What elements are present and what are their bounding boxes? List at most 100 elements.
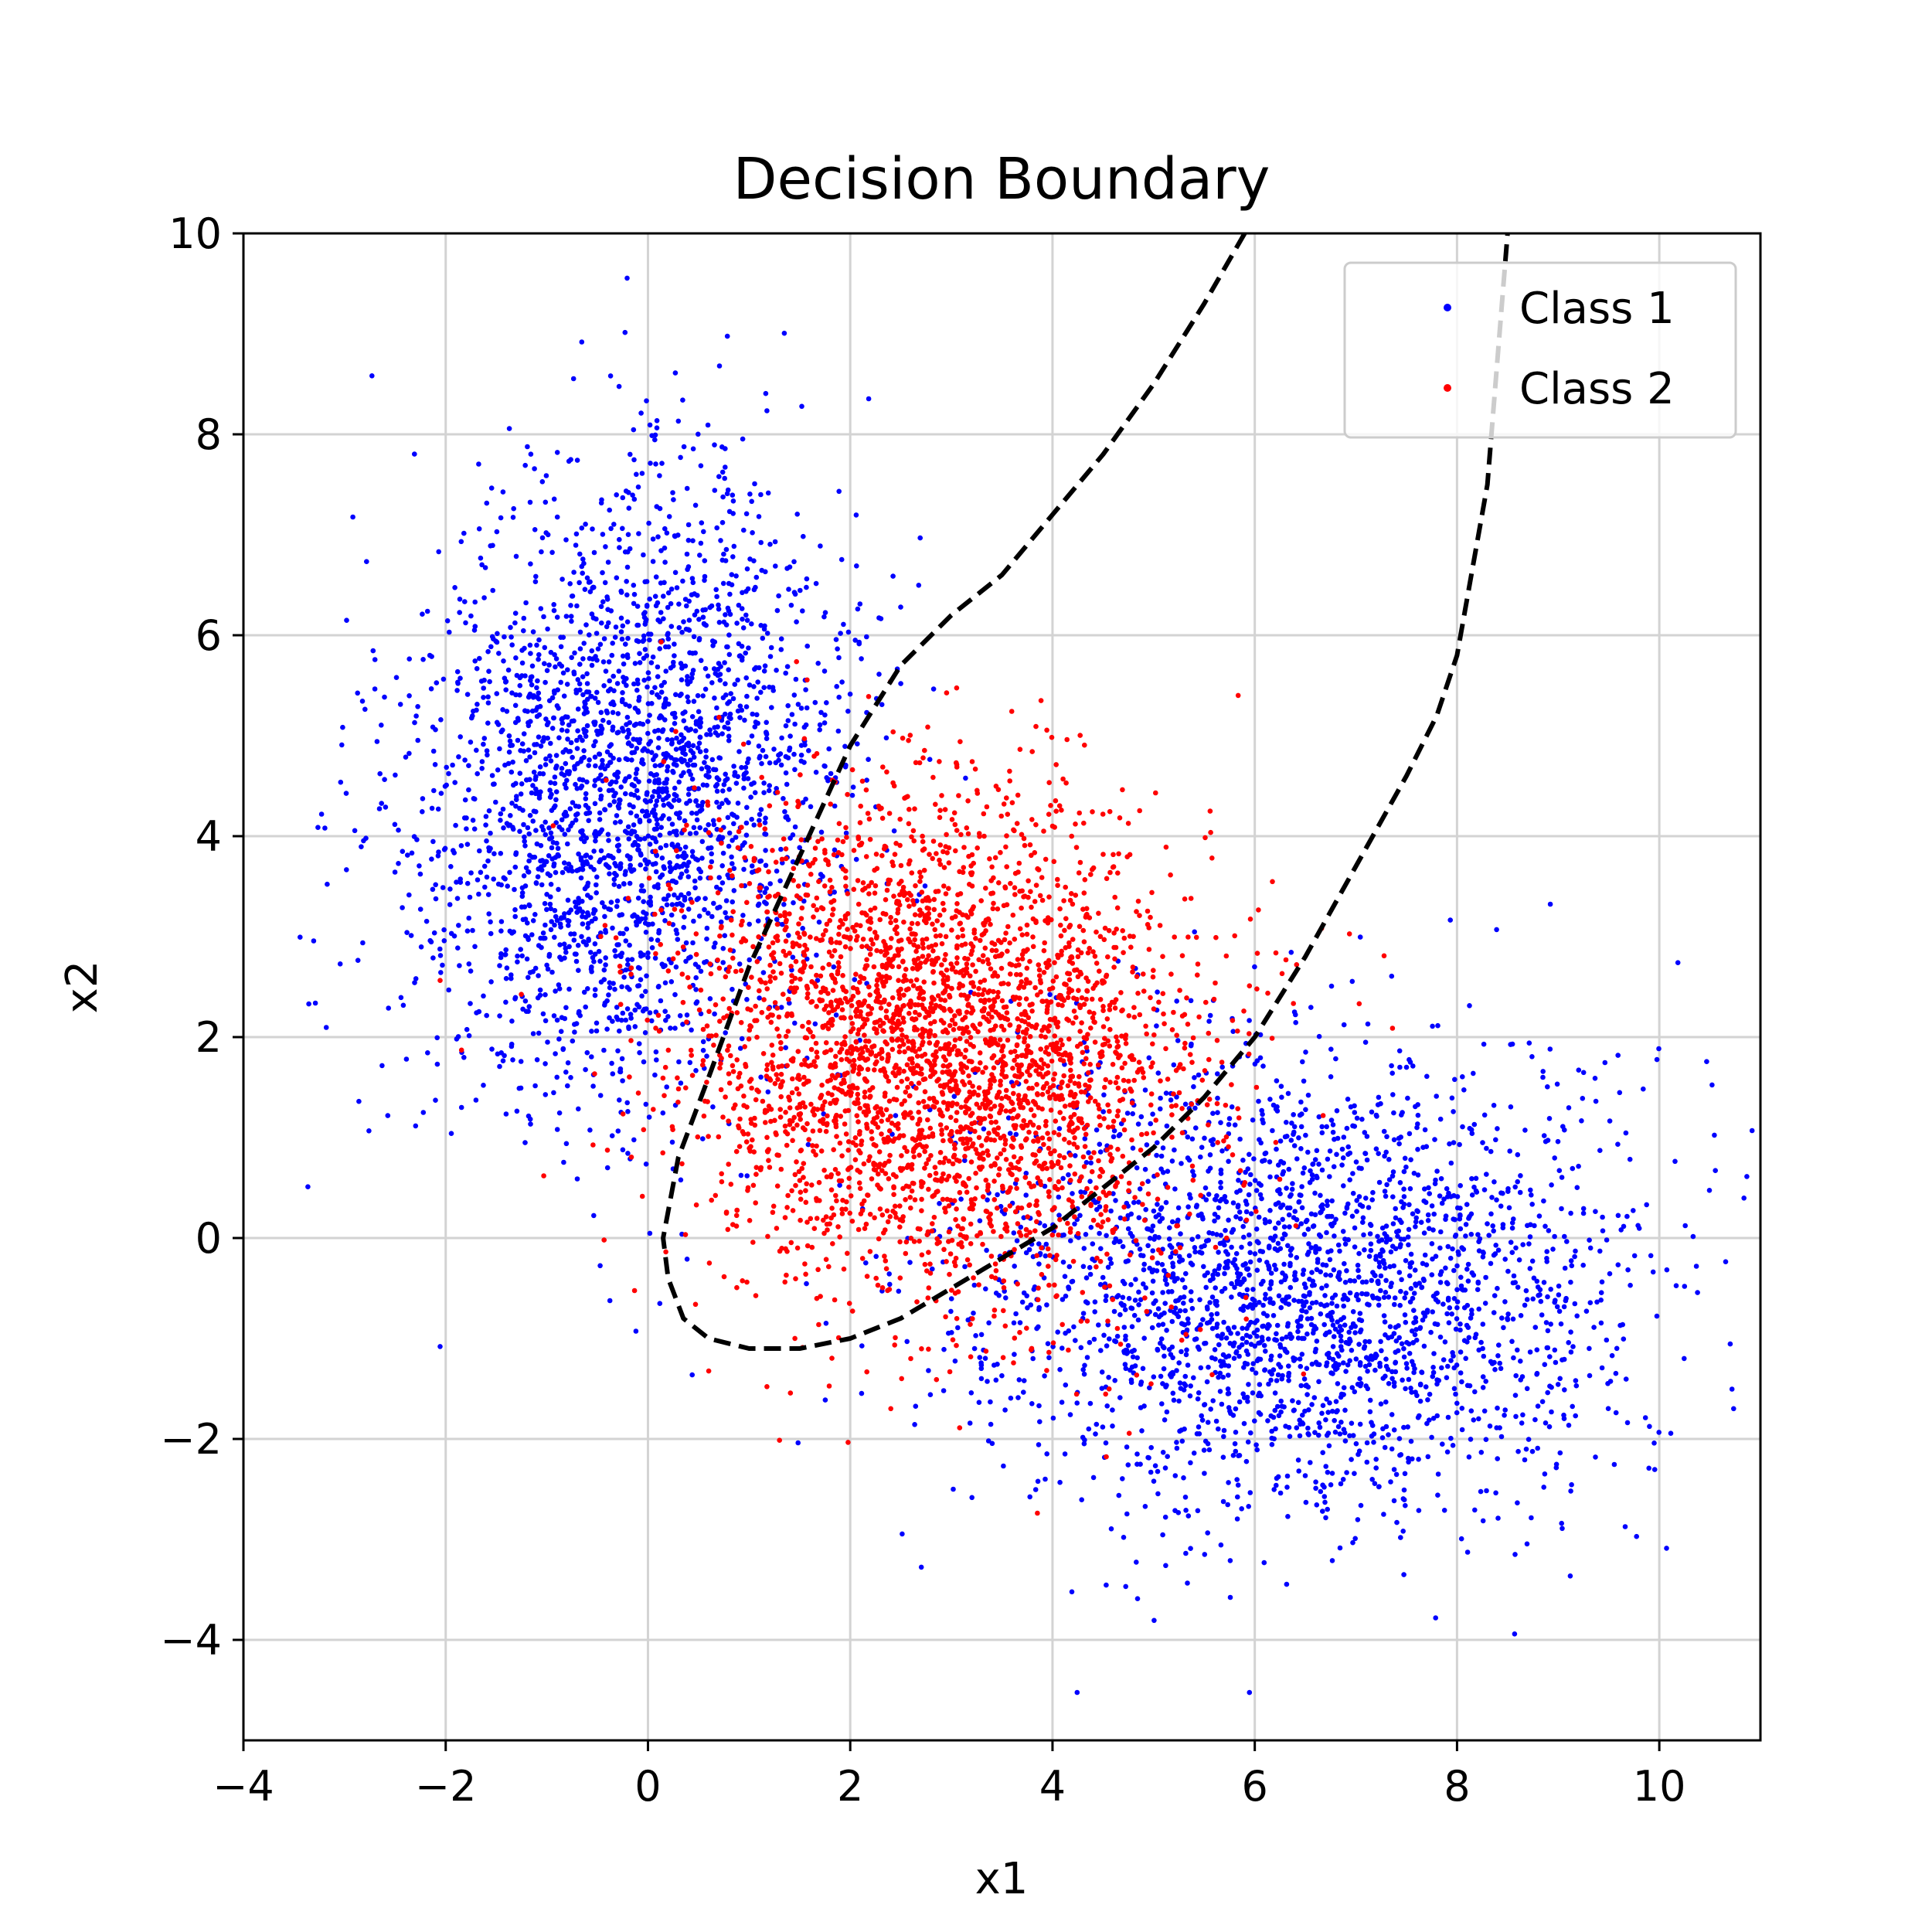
scatter-point-class-1 bbox=[1123, 1333, 1128, 1339]
scatter-point-class-1 bbox=[741, 527, 747, 533]
scatter-point-class-1 bbox=[545, 626, 550, 632]
scatter-point-class-1 bbox=[1363, 1355, 1369, 1360]
scatter-point-class-1 bbox=[1378, 1338, 1383, 1345]
scatter-point-class-1 bbox=[985, 1197, 990, 1202]
scatter-point-class-1 bbox=[495, 881, 502, 887]
scatter-point-class-1 bbox=[538, 935, 543, 941]
scatter-point-class-1 bbox=[982, 1355, 988, 1361]
scatter-point-class-1 bbox=[412, 451, 417, 457]
scatter-point-class-1 bbox=[672, 757, 678, 763]
scatter-point-class-1 bbox=[747, 957, 752, 963]
scatter-point-class-1 bbox=[628, 1012, 634, 1017]
scatter-point-class-1 bbox=[663, 1018, 668, 1023]
scatter-point-class-1 bbox=[800, 608, 805, 614]
scatter-point-class-1 bbox=[415, 737, 420, 743]
scatter-point-class-1 bbox=[764, 901, 769, 906]
scatter-point-class-1 bbox=[614, 730, 621, 736]
scatter-point-class-1 bbox=[1468, 1437, 1474, 1442]
scatter-point-class-1 bbox=[1328, 1117, 1335, 1123]
scatter-point-class-1 bbox=[1543, 1420, 1549, 1426]
scatter-point-class-1 bbox=[1483, 1437, 1489, 1442]
scatter-point-class-1 bbox=[607, 1298, 613, 1304]
scatter-point-class-1 bbox=[904, 1338, 910, 1345]
scatter-point-class-1 bbox=[527, 642, 533, 648]
scatter-point-class-1 bbox=[1209, 1230, 1216, 1236]
scatter-point-class-1 bbox=[662, 717, 668, 723]
scatter-point-class-1 bbox=[513, 852, 519, 857]
scatter-point-class-1 bbox=[657, 1301, 663, 1306]
scatter-point-class-1 bbox=[1378, 1253, 1383, 1259]
scatter-point-class-1 bbox=[1452, 1077, 1458, 1083]
scatter-point-class-1 bbox=[758, 807, 764, 812]
scatter-point-class-1 bbox=[1230, 1453, 1236, 1458]
scatter-point-class-1 bbox=[1141, 1335, 1147, 1341]
scatter-point-class-1 bbox=[1220, 1352, 1226, 1358]
scatter-point-class-1 bbox=[985, 1379, 990, 1384]
scatter-point-class-1 bbox=[798, 758, 804, 764]
scatter-point-class-1 bbox=[651, 807, 657, 813]
scatter-point-class-1 bbox=[571, 669, 577, 675]
scatter-point-class-1 bbox=[689, 714, 696, 719]
scatter-point-class-1 bbox=[1145, 1179, 1151, 1184]
scatter-point-class-1 bbox=[967, 1420, 973, 1426]
scatter-point-class-1 bbox=[596, 948, 602, 954]
scatter-point-class-1 bbox=[1481, 1408, 1488, 1414]
scatter-point-class-1 bbox=[521, 873, 527, 879]
scatter-point-class-1 bbox=[753, 574, 760, 580]
scatter-point-class-1 bbox=[647, 1010, 653, 1015]
scatter-point-class-1 bbox=[464, 842, 471, 847]
scatter-point-class-1 bbox=[1682, 1284, 1688, 1289]
scatter-point-class-1 bbox=[709, 859, 715, 865]
scatter-point-class-1 bbox=[1237, 1216, 1243, 1222]
scatter-point-class-1 bbox=[1509, 1041, 1515, 1047]
scatter-point-class-1 bbox=[863, 1260, 869, 1266]
scatter-point-class-1 bbox=[606, 620, 611, 626]
scatter-point-class-1 bbox=[1257, 1137, 1262, 1142]
scatter-point-class-1 bbox=[612, 947, 617, 954]
scatter-point-class-1 bbox=[624, 714, 631, 720]
scatter-point-class-1 bbox=[1387, 1324, 1393, 1329]
scatter-point-class-1 bbox=[1434, 1381, 1440, 1387]
scatter-point-class-1 bbox=[742, 717, 747, 723]
scatter-point-class-1 bbox=[568, 823, 573, 829]
scatter-point-class-1 bbox=[1274, 1331, 1279, 1337]
scatter-point-class-1 bbox=[614, 575, 620, 580]
scatter-point-class-1 bbox=[1156, 1322, 1162, 1328]
scatter-point-class-1 bbox=[1402, 1471, 1408, 1477]
scatter-point-class-1 bbox=[576, 1106, 581, 1112]
scatter-point-class-1 bbox=[1332, 1292, 1338, 1298]
scatter-point-class-1 bbox=[560, 1046, 566, 1053]
scatter-point-class-1 bbox=[726, 509, 733, 515]
scatter-point-class-1 bbox=[536, 866, 541, 872]
scatter-point-class-1 bbox=[690, 853, 696, 859]
scatter-point-class-1 bbox=[1491, 1252, 1497, 1258]
scatter-point-class-1 bbox=[568, 603, 573, 608]
scatter-point-class-1 bbox=[1394, 1229, 1400, 1235]
scatter-point-class-1 bbox=[1081, 1440, 1087, 1447]
scatter-point-class-1 bbox=[1427, 1191, 1432, 1196]
scatter-point-class-1 bbox=[620, 690, 625, 696]
scatter-point-class-1 bbox=[1125, 1342, 1131, 1349]
scatter-point-class-1 bbox=[1349, 1348, 1355, 1353]
scatter-point-class-1 bbox=[1202, 1341, 1207, 1346]
scatter-point-class-1 bbox=[727, 591, 733, 597]
scatter-point-class-1 bbox=[592, 987, 598, 992]
scatter-point-class-1 bbox=[560, 670, 566, 676]
scatter-point-class-1 bbox=[555, 852, 561, 858]
scatter-point-class-1 bbox=[1406, 1455, 1411, 1461]
scatter-point-class-1 bbox=[1568, 1258, 1574, 1264]
scatter-point-class-1 bbox=[1162, 1301, 1168, 1306]
scatter-point-class-1 bbox=[620, 696, 625, 702]
scatter-point-class-1 bbox=[1382, 1231, 1387, 1236]
scatter-point-class-1 bbox=[624, 1100, 630, 1106]
scatter-point-class-1 bbox=[1083, 1299, 1089, 1304]
scatter-point-class-1 bbox=[1291, 1009, 1298, 1015]
scatter-point-class-1 bbox=[1307, 1305, 1313, 1311]
scatter-point-class-1 bbox=[1471, 1272, 1477, 1278]
scatter-point-class-1 bbox=[752, 724, 758, 730]
scatter-point-class-1 bbox=[1544, 1249, 1549, 1254]
scatter-point-class-1 bbox=[560, 577, 565, 582]
scatter-point-class-1 bbox=[472, 944, 478, 950]
scatter-point-class-1 bbox=[978, 1376, 985, 1382]
scatter-point-class-1 bbox=[442, 784, 448, 789]
